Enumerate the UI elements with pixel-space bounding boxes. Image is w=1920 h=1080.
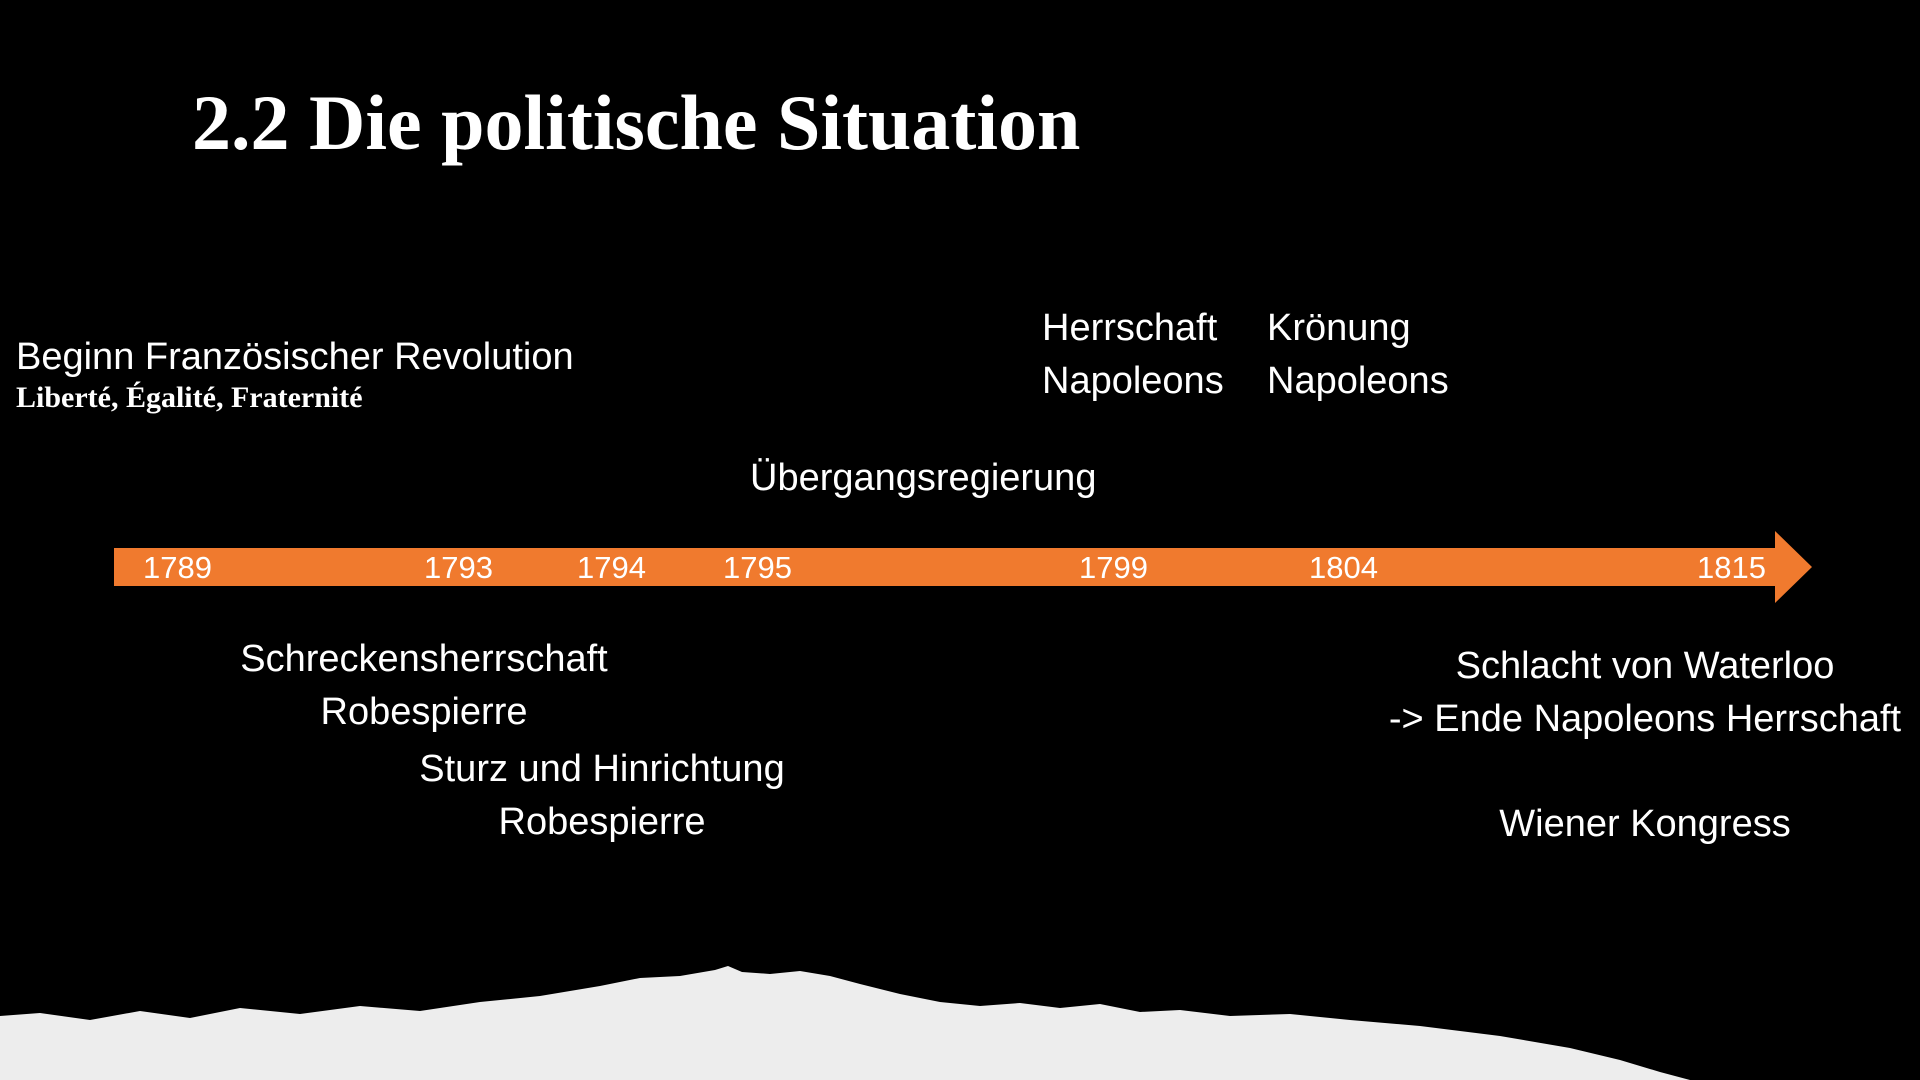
event-sturz-line1: Sturz und Hinrichtung [419,748,785,790]
event-wien-label: Wiener Kongress [1499,803,1791,845]
event-kroenung-line2: Napoleons [1267,360,1449,402]
event-herrschaft-line1: Herrschaft [1042,307,1218,349]
year-1793: 1793 [424,550,493,585]
year-1794: 1794 [577,550,646,585]
year-1799: 1799 [1079,550,1148,585]
event-kroenung-line1: Krönung [1267,307,1411,349]
event-waterloo-line2: -> Ende Napoleons Herrschaft [1388,698,1902,740]
year-1804: 1804 [1309,550,1378,585]
timeline-arrow-shape [114,531,1812,603]
year-1789: 1789 [143,550,212,585]
event-revolution-label: Beginn Französischer Revolution [16,336,574,378]
event-uebergang-label: Übergangsregierung [750,457,1097,499]
event-waterloo-line1: Schlacht von Waterloo [1455,645,1835,687]
event-schrecken-line2: Robespierre [320,691,528,733]
year-1795: 1795 [723,550,792,585]
event-sturz-line2: Robespierre [498,801,706,843]
event-schrecken-line1: Schreckensherrschaft [240,638,608,680]
torn-paper-shape [0,966,1690,1080]
event-revolution-motto: Liberté, Égalité, Fraternité [16,381,363,414]
event-herrschaft-line2: Napoleons [1042,360,1224,402]
year-1815: 1815 [1697,550,1766,585]
slide-title: 2.2 Die politische Situation [192,79,1081,166]
